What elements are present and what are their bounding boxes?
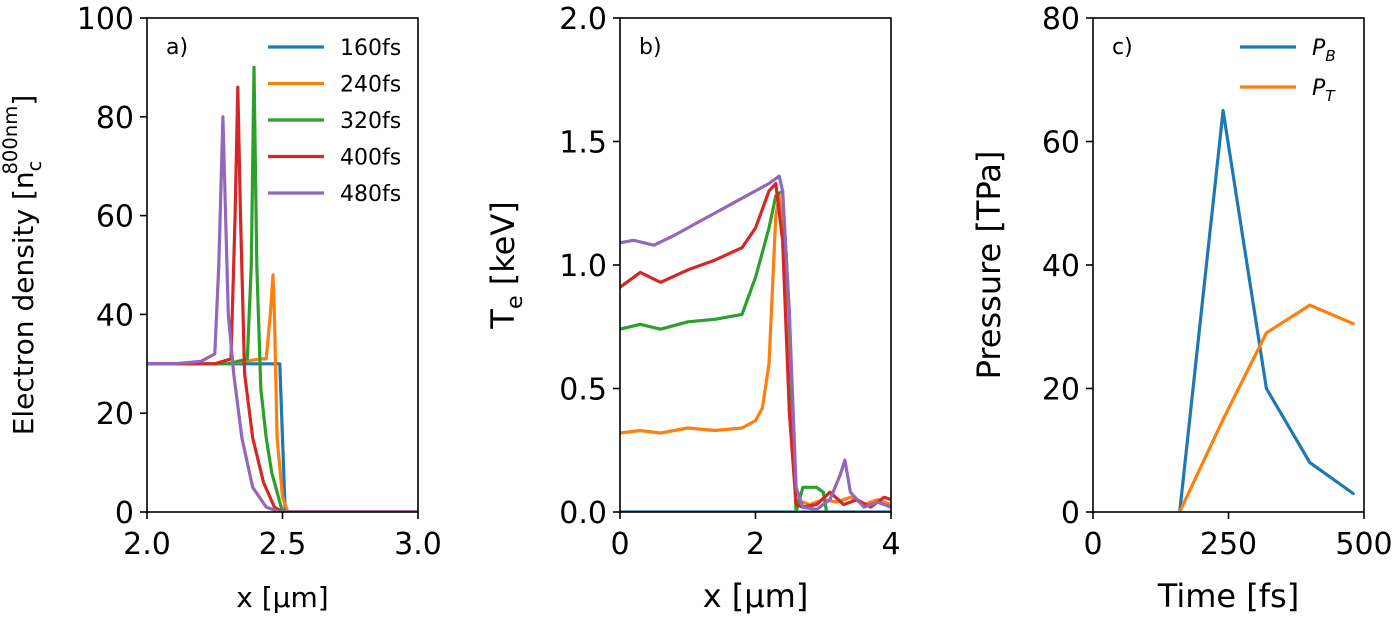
y-tick-label: 20 [1042,373,1080,408]
panel-label: b) [639,35,662,60]
y-axis-label: Pressure [TPa] [970,151,1008,380]
series-line-400fs [620,181,891,509]
x-axis-label: x [μm] [703,577,809,615]
x-tick-label: 3.0 [394,527,442,562]
y-tick-label: 60 [1042,126,1080,161]
series-line-240fs [147,273,418,512]
series-line-400fs [147,85,418,512]
series-line-320fs [620,189,829,512]
y-label-close: ] [7,95,40,106]
x-tick-label: 2 [746,527,765,562]
legend-label-main: P [1312,76,1326,101]
y-tick-label: 0.0 [559,496,607,531]
y-label-close: [keV] [484,201,522,295]
x-tick-label: 250 [1200,527,1257,562]
legend-label: 240fs [340,73,401,98]
y-tick-label: 40 [96,298,134,333]
x-tick-label: 0 [610,527,629,562]
legend-label-main: P [1312,36,1326,61]
y-tick-label: 100 [77,2,134,37]
legend-label-main: 320fs [340,109,401,134]
y-axis-label: Te [keV] [484,201,528,329]
y-tick-label: 60 [96,200,134,235]
x-tick-label: 2.0 [123,527,171,562]
series-line-480fs [620,174,891,512]
series-line-480fs [147,115,418,512]
panel-label: a) [166,35,188,60]
legend-label: 480fs [340,182,401,207]
y-tick-label: 20 [96,397,134,432]
panel-2: 0 2 4 0.0 0.5 1.0 1.5 2.0 b) x [μm] Te [keV] [484,2,901,615]
legend-label-sub: B [1325,47,1336,65]
y-tick-label: 1.0 [559,249,607,284]
legend-label: 160fs [340,36,401,61]
plot-frame [619,17,892,513]
series-line-pt [1178,303,1355,512]
x-tick-label: 0 [1083,527,1102,562]
panel-3: 0 250 500 0 20 40 60 80 c) Time [fs] Pressure [TPa… [970,2,1393,615]
series-line-pb [1178,108,1355,512]
y-label-sup: 800nm [0,106,22,175]
y-tick-label: 80 [1042,2,1080,37]
x-axis-label: Time [fs] [1157,577,1299,615]
legend-label-main: 160fs [340,36,401,61]
y-tick-label: 0 [1061,496,1080,531]
series-group [147,65,418,512]
y-label-main: Electron density [n [7,171,40,435]
legend-label-main: 400fs [340,146,401,171]
legend-label-sub: T [1325,87,1336,105]
y-label-sub: e [502,295,528,309]
y-label-sub: c [23,161,46,172]
y-tick-label: 1.5 [559,126,607,161]
y-tick-label: 80 [96,101,134,136]
legend-label-main: 240fs [340,73,401,98]
panel-label: c) [1112,35,1133,60]
y-tick-label: 0.5 [559,373,607,408]
legend-label: PB [1312,36,1336,65]
y-tick-label: 2.0 [559,2,607,37]
series-group [1178,108,1355,512]
x-tick-label: 500 [1335,527,1392,562]
legend-label: 320fs [340,109,401,134]
x-tick-label: 2.5 [259,527,307,562]
legend-label-main: 480fs [340,182,401,207]
y-axis-label: Electron density [nc800nm] [0,95,46,436]
y-tick-label: 0 [115,496,134,531]
legend: 160fs 240fs 320fs 400fs 480fs [268,36,401,207]
panel-1: 2.0 2.5 3.0 0 20 40 60 80 100 a) x [μm] Electron de… [0,2,442,614]
y-label-main: T [484,309,522,330]
legend-label: 400fs [340,146,401,171]
x-axis-label: x [μm] [236,581,328,614]
x-tick-label: 4 [881,527,900,562]
y-tick-label: 40 [1042,249,1080,284]
legend-label: PT [1312,76,1336,105]
series-group [620,174,891,512]
